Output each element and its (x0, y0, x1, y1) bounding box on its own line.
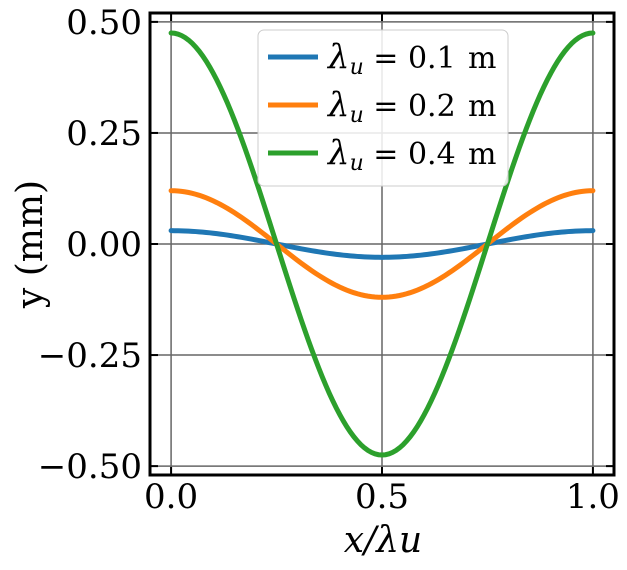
x-tick-label: 1.0 (566, 477, 620, 517)
legend-box (257, 29, 509, 187)
series-line (168, 188, 596, 300)
y-axis-label: y (mm) (10, 180, 51, 309)
y-tick-label: 0.00 (66, 225, 142, 265)
x-axis-label: x/λu (344, 520, 422, 561)
series-line (168, 30, 596, 458)
series-line (168, 228, 596, 260)
x-tick-label: 0.0 (144, 477, 198, 517)
y-tick-label: 0.25 (66, 114, 142, 154)
legend-label: λu = 0.1 m (326, 37, 496, 80)
y-tick-label: 0.50 (66, 3, 142, 43)
legend-label: λu = 0.4 m (326, 133, 496, 176)
y-tick-label: −0.25 (38, 336, 142, 376)
x-tick-label: 0.5 (355, 477, 409, 517)
tick-marks (150, 13, 614, 475)
legend-label: λu = 0.2 m (326, 85, 496, 128)
legend: λu = 0.1 m λu = 0.2 m λu = 0.4 m (257, 29, 509, 187)
legend-items: λu = 0.1 m λu = 0.2 m λu = 0.4 m (268, 37, 496, 176)
series-lines (168, 30, 596, 458)
tick-labels: 0.0 0.5 1.0 0.50 0.25 0.00 −0.25 −0.50 (38, 3, 620, 517)
y-tick-label: −0.50 (38, 447, 142, 487)
